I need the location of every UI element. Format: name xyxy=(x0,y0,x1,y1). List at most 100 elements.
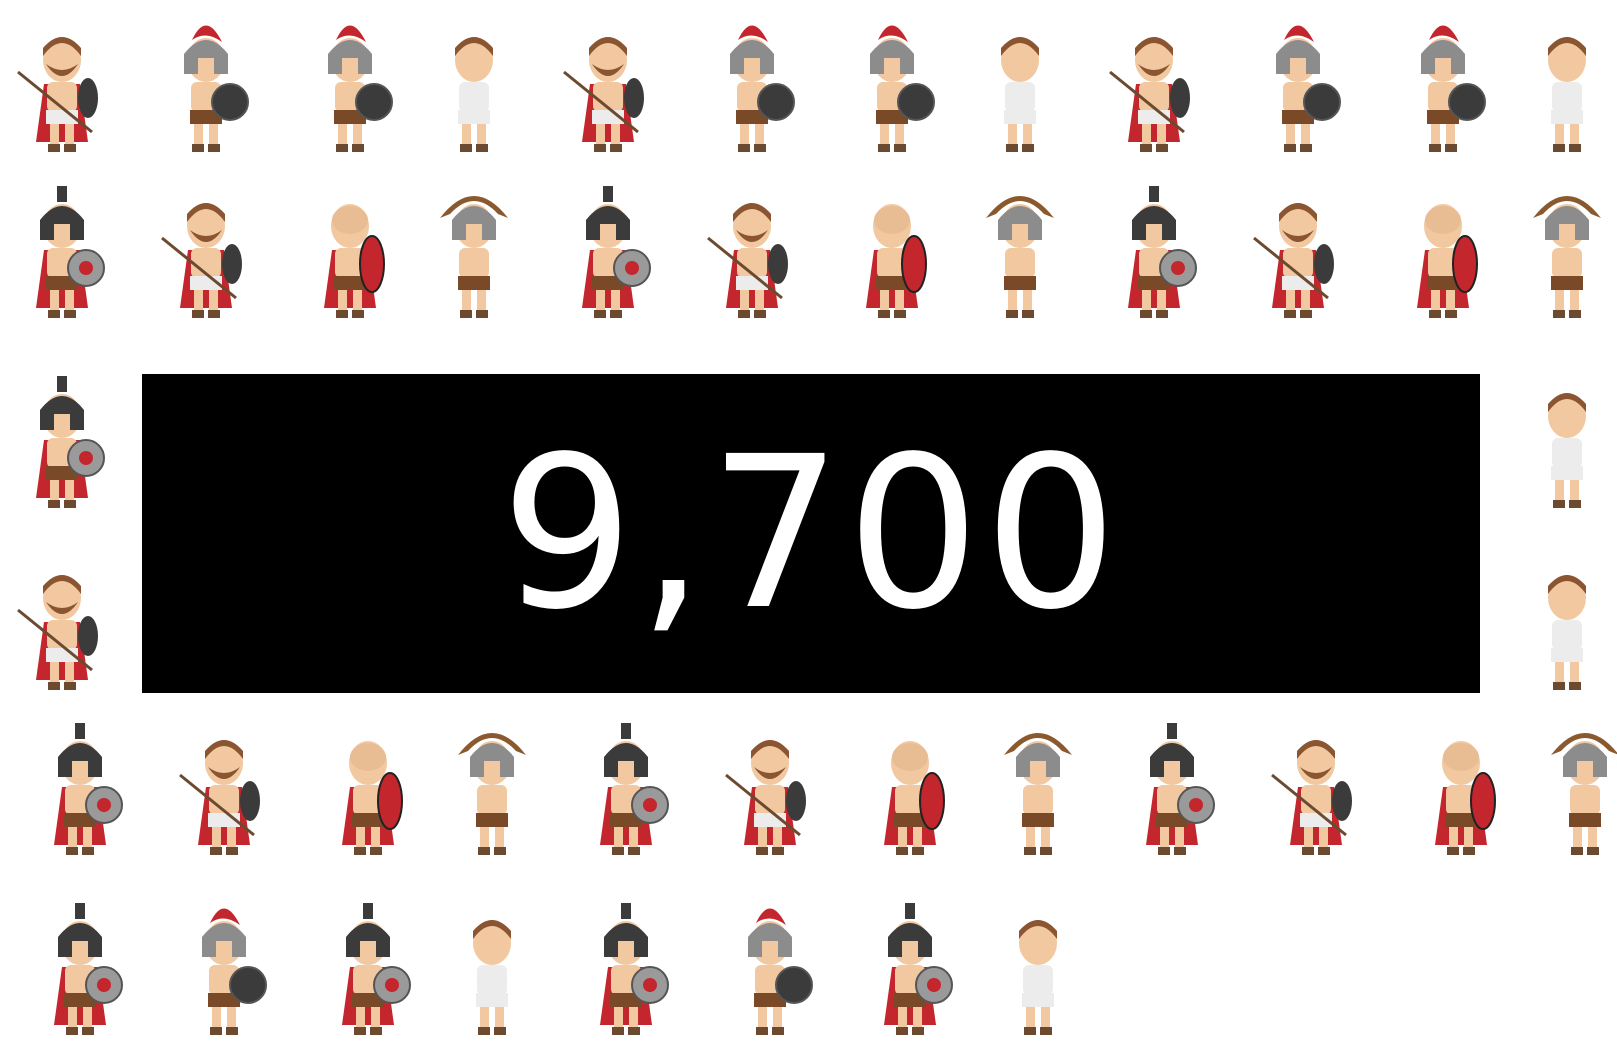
boot xyxy=(1569,500,1581,508)
warrior xyxy=(1019,920,1057,1035)
boot xyxy=(208,310,220,318)
boot xyxy=(210,847,222,855)
boot xyxy=(48,310,60,318)
torso xyxy=(477,785,507,815)
warrior xyxy=(582,186,650,318)
crest xyxy=(1149,186,1159,202)
shield xyxy=(78,616,98,656)
boot xyxy=(354,847,366,855)
boot xyxy=(878,310,890,318)
crest xyxy=(621,723,631,739)
skirt xyxy=(458,110,490,124)
shield-boss xyxy=(1171,261,1185,275)
boot xyxy=(336,310,348,318)
warrior xyxy=(1272,740,1352,855)
warrior xyxy=(600,903,668,1035)
warrior xyxy=(1548,37,1586,152)
slide: {"banner": {"text": "9,700"}} 9,700 (() … xyxy=(0,0,1617,1047)
shield xyxy=(1332,781,1352,821)
warrior xyxy=(1417,204,1477,318)
torso xyxy=(1005,248,1035,278)
torso xyxy=(1552,620,1582,650)
shield xyxy=(902,236,926,292)
warrior xyxy=(324,204,384,318)
boot xyxy=(64,500,76,508)
crest xyxy=(621,903,631,919)
warrior xyxy=(1254,203,1334,318)
boot xyxy=(894,310,906,318)
boot xyxy=(896,1027,908,1035)
skirt xyxy=(1004,276,1036,290)
boot xyxy=(878,144,890,152)
shield xyxy=(786,781,806,821)
skirt xyxy=(458,276,490,290)
shield xyxy=(920,773,944,829)
warrior xyxy=(1435,741,1495,855)
boot xyxy=(1284,144,1296,152)
shield xyxy=(222,244,242,284)
crest xyxy=(57,376,67,392)
boot xyxy=(610,310,622,318)
torso xyxy=(1023,785,1053,815)
boot xyxy=(1463,847,1475,855)
boot xyxy=(1174,847,1186,855)
shield xyxy=(758,84,794,120)
warrior xyxy=(54,903,122,1035)
boot xyxy=(352,310,364,318)
shield xyxy=(1449,84,1485,120)
shield-boss xyxy=(79,451,93,465)
boot xyxy=(210,1027,222,1035)
skirt xyxy=(476,813,508,827)
shield-boss xyxy=(97,978,111,992)
warrior xyxy=(162,203,242,318)
boot xyxy=(494,847,506,855)
shield-boss xyxy=(385,978,399,992)
boot xyxy=(354,1027,366,1035)
crest xyxy=(75,723,85,739)
warrior xyxy=(884,741,944,855)
shield xyxy=(1471,773,1495,829)
warrior xyxy=(708,203,788,318)
boot xyxy=(460,144,472,152)
shield xyxy=(1453,236,1477,292)
boot xyxy=(478,1027,490,1035)
boot xyxy=(48,682,60,690)
boot xyxy=(628,1027,640,1035)
torso xyxy=(1552,82,1582,112)
boot xyxy=(336,144,348,152)
boot xyxy=(1024,847,1036,855)
boot xyxy=(1302,847,1314,855)
warrior xyxy=(1551,733,1617,855)
boot xyxy=(226,847,238,855)
torso xyxy=(459,248,489,278)
crest xyxy=(75,903,85,919)
shield xyxy=(356,84,392,120)
boot xyxy=(192,144,204,152)
boot xyxy=(1569,310,1581,318)
boot xyxy=(1318,847,1330,855)
shield xyxy=(768,244,788,284)
boot xyxy=(772,1027,784,1035)
boot xyxy=(494,1027,506,1035)
crest xyxy=(603,186,613,202)
shield xyxy=(1170,78,1190,118)
boot xyxy=(476,144,488,152)
boot xyxy=(1553,500,1565,508)
boot xyxy=(738,310,750,318)
shield-boss xyxy=(927,978,941,992)
torso xyxy=(1005,82,1035,112)
boot xyxy=(1022,310,1034,318)
shield xyxy=(240,781,260,821)
boot xyxy=(754,310,766,318)
warrior xyxy=(184,25,248,152)
boot xyxy=(772,847,784,855)
shield-boss xyxy=(97,798,111,812)
boot xyxy=(1140,310,1152,318)
warrior xyxy=(1533,196,1601,318)
shield-boss xyxy=(1189,798,1203,812)
torso xyxy=(1552,438,1582,468)
torso xyxy=(1023,965,1053,995)
skirt xyxy=(1551,276,1583,290)
shield-boss xyxy=(625,261,639,275)
boot xyxy=(612,1027,624,1035)
